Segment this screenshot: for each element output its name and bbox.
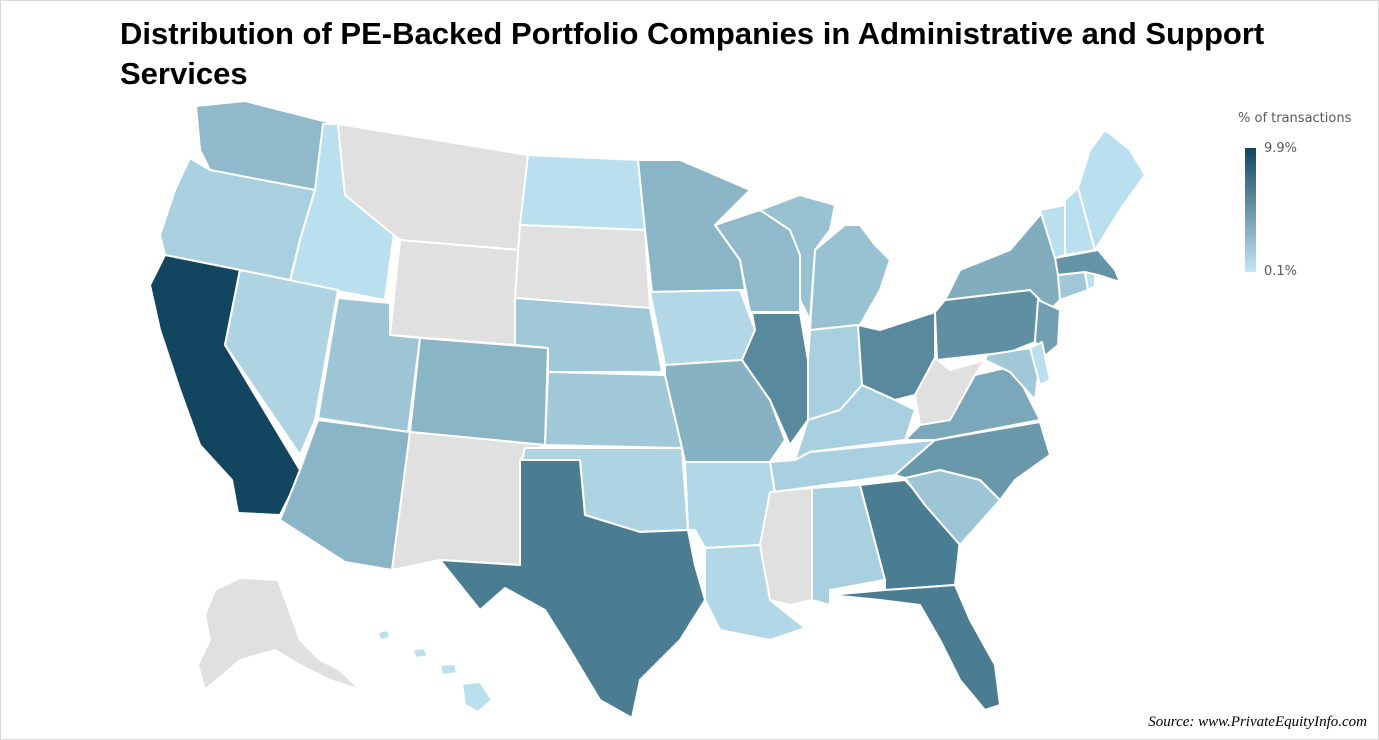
state-IA (649, 289, 756, 366)
state-FL (829, 584, 1001, 711)
state-HI-kauai (377, 629, 391, 641)
source-note: Source: www.PrivateEquityInfo.com (1148, 714, 1367, 730)
state-MS (759, 487, 813, 606)
state-MI (759, 194, 891, 331)
state-CO (409, 337, 549, 446)
legend-max-label: 9.9% (1264, 141, 1298, 156)
state-SD (514, 224, 651, 309)
state-WY (389, 239, 521, 346)
state-AK (197, 577, 361, 691)
state-MA (1054, 249, 1121, 283)
legend-title: % of transactions (1238, 111, 1352, 126)
state-IL (741, 312, 809, 446)
state-HI (461, 681, 493, 713)
state-HI-maui (439, 663, 458, 676)
state-NV (224, 269, 339, 456)
state-ME (1077, 129, 1146, 251)
legend-min-label: 0.1% (1264, 264, 1298, 279)
state-HI-oahu (411, 647, 429, 659)
state-ND (519, 154, 646, 231)
state-KS (544, 371, 683, 449)
state-DE (1029, 341, 1051, 386)
state-TX (439, 459, 706, 719)
legend-color-bar (1245, 148, 1256, 272)
chart-title: Distribution of PE-Backed Portfolio Comp… (120, 16, 1265, 91)
state-CT (1057, 271, 1089, 301)
